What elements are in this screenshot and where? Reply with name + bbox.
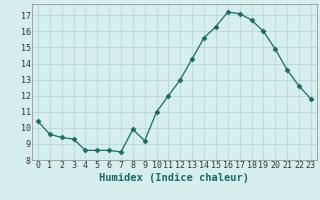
X-axis label: Humidex (Indice chaleur): Humidex (Indice chaleur) (100, 173, 249, 183)
